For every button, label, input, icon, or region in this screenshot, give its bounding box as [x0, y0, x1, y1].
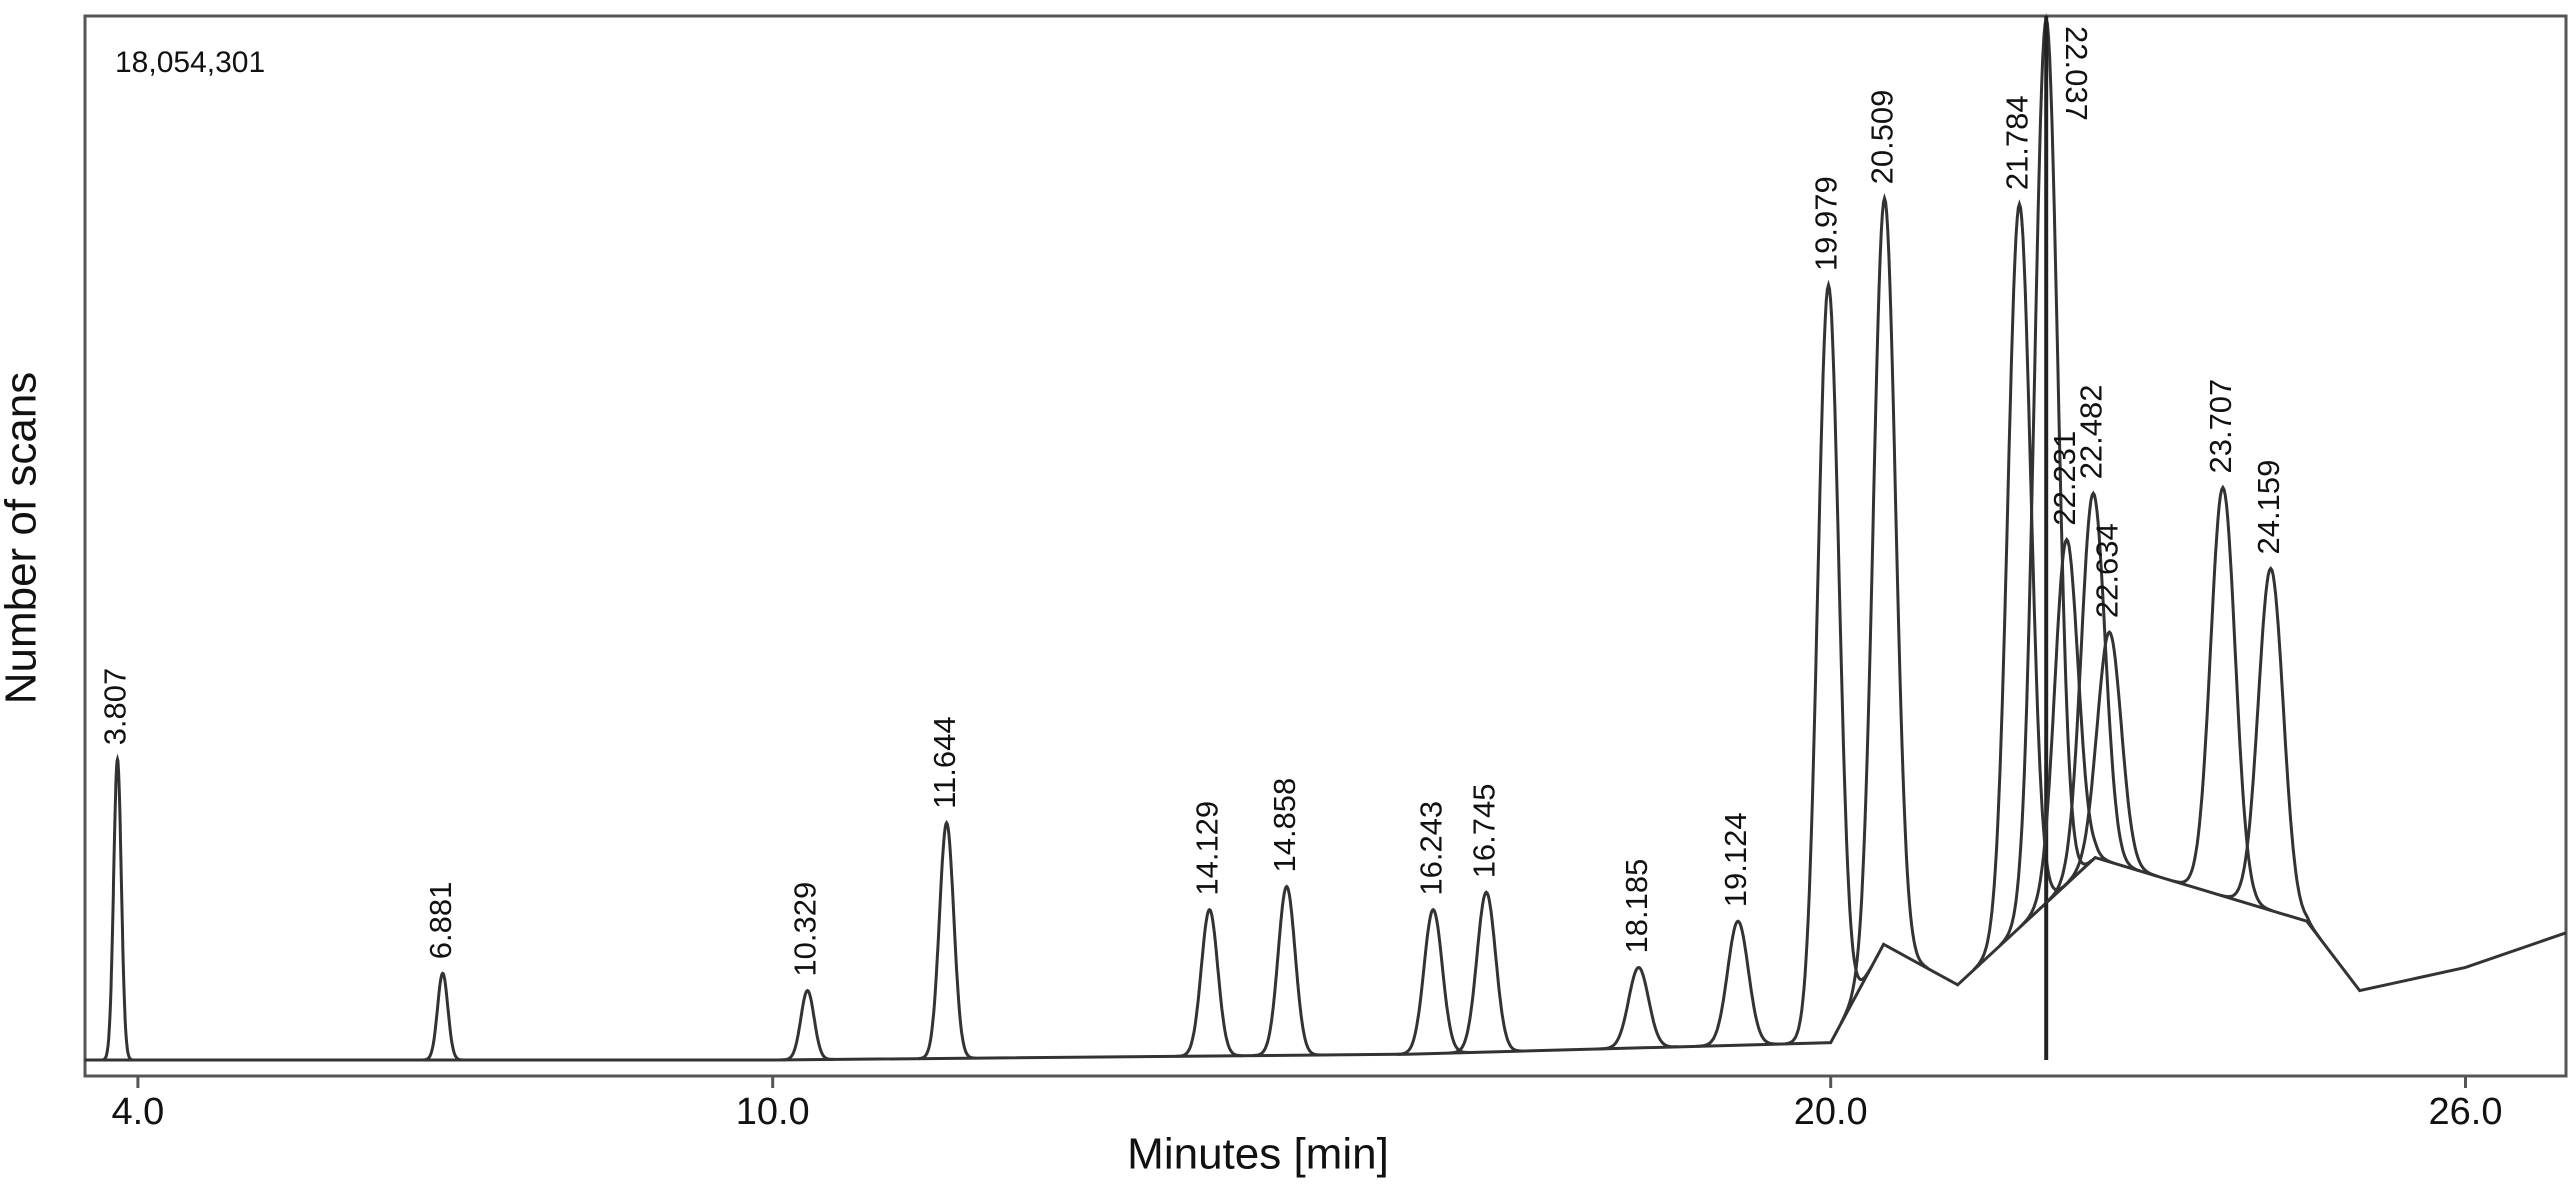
- peak-label: 14.858: [1267, 778, 1302, 873]
- peak-label: 16.243: [1413, 801, 1448, 896]
- peak: [2061, 630, 2158, 890]
- peak: [1696, 919, 1780, 1048]
- x-tick-label: 10.0: [736, 1091, 810, 1133]
- peak-label: 22.231: [2047, 431, 2082, 526]
- x-tick-label: 20.0: [1794, 1091, 1868, 1133]
- peak-label: 22.634: [2090, 523, 2125, 618]
- peak-label: 20.509: [1865, 90, 1900, 185]
- peak-label: 22.482: [2073, 384, 2108, 479]
- peak-label: 14.129: [1190, 801, 1225, 896]
- y-axis-title: Number of scans: [0, 372, 46, 705]
- peak-label: 19.979: [1809, 176, 1844, 271]
- peak: [781, 988, 834, 1062]
- peak-label: 19.124: [1718, 812, 1753, 907]
- peak: [102, 753, 133, 1062]
- x-tick-label: 4.0: [111, 1091, 164, 1133]
- peak: [2045, 490, 2141, 904]
- peak-label: 3.807: [98, 668, 133, 746]
- peak: [2220, 565, 2322, 940]
- max-intensity: 18,054,301: [115, 46, 265, 79]
- peak: [1252, 884, 1321, 1058]
- peak-label: 22.037: [2059, 26, 2094, 121]
- peak: [1839, 192, 1929, 1024]
- peak: [1396, 907, 1470, 1056]
- peak-label: 10.329: [788, 882, 823, 977]
- peak: [422, 971, 464, 1062]
- peak-label: 21.784: [2000, 95, 2035, 190]
- peak-label: 23.707: [2203, 379, 2238, 474]
- peak-label: 16.745: [1467, 783, 1502, 878]
- baseline-trace: [85, 855, 2567, 1062]
- peak: [1176, 907, 1243, 1058]
- peak: [1598, 965, 1679, 1051]
- x-axis-title: Minutes [min]: [1127, 1130, 1389, 1179]
- peak: [918, 819, 976, 1061]
- peak: [2173, 484, 2273, 913]
- peak: [2019, 536, 2114, 928]
- peak-label: 11.644: [927, 716, 962, 809]
- plot-frame: [83, 14, 2568, 1078]
- peak: [1449, 890, 1524, 1055]
- peak-label: 24.159: [2251, 460, 2286, 555]
- peak-label: 18.185: [1619, 859, 1654, 954]
- peak: [1972, 199, 2067, 971]
- x-tick-label: 26.0: [2429, 1091, 2503, 1133]
- peak-label: 6.881: [423, 882, 458, 960]
